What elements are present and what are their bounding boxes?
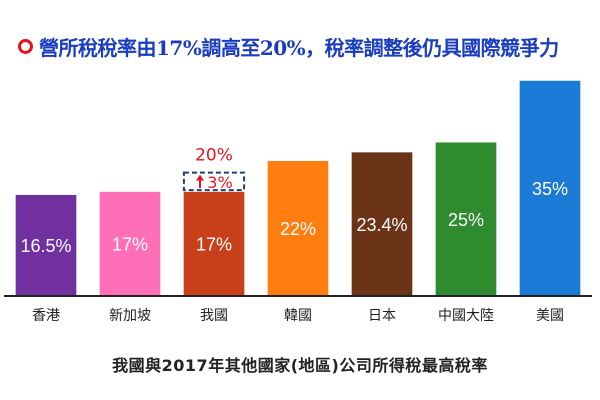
category-label-7: 美國	[536, 308, 564, 324]
headline-text: 營所稅稅率由17%調高至20%，稅率調整後仍具國際競爭力	[39, 35, 559, 60]
chart-title: 我國與2017年其他國家(地區)公司所得稅最高稅率	[112, 356, 488, 375]
category-label-5: 日本	[368, 308, 396, 324]
bar-value-label-2: 17%	[112, 235, 148, 255]
category-label-6: 中國大陸	[438, 308, 494, 324]
bar-value-label-5: 23.4%	[356, 215, 407, 235]
headline: 營所稅稅率由17%調高至20%，稅率調整後仍具國際競爭力	[18, 28, 593, 64]
category-label-2: 新加坡	[109, 308, 151, 324]
bar-value-label-3: 17%	[196, 235, 232, 255]
bar-2	[98, 190, 162, 297]
red-circle-icon	[18, 38, 33, 54]
bar-6	[434, 140, 498, 297]
bar-1	[14, 193, 78, 297]
category-label-3: 我國	[200, 308, 228, 324]
bar-7	[518, 79, 582, 297]
new-rate-label: 20%	[195, 146, 233, 166]
up-arrow-icon	[196, 174, 204, 181]
category-label-1: 香港	[32, 308, 60, 324]
bar-value-label-6: 25%	[448, 210, 484, 230]
category-label-4: 韓國	[284, 308, 312, 324]
bar-3	[182, 190, 246, 297]
bar-value-label-4: 22%	[280, 219, 316, 239]
increase-label: 3%	[207, 173, 232, 192]
bar-value-label-7: 35%	[532, 179, 568, 199]
bar-value-label-1: 16.5%	[20, 236, 71, 256]
